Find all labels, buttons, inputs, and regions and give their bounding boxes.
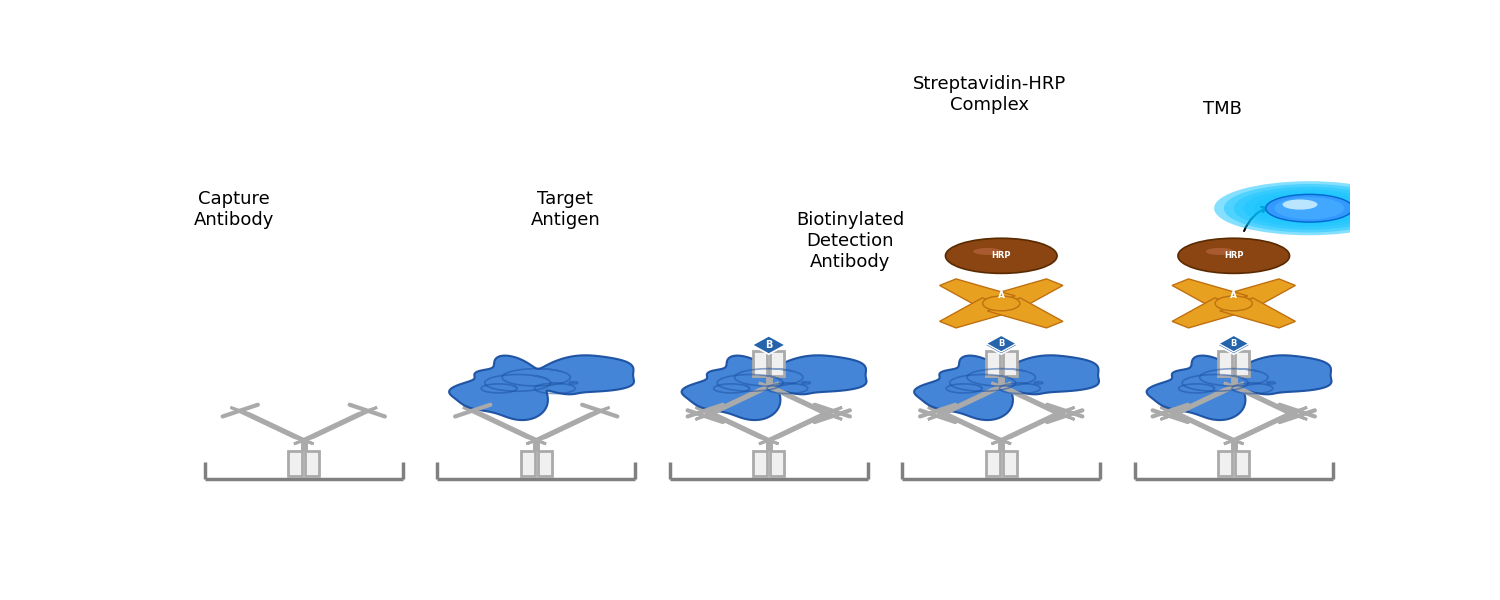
FancyBboxPatch shape <box>1236 350 1250 376</box>
Ellipse shape <box>1252 192 1365 224</box>
Polygon shape <box>1146 355 1332 420</box>
Polygon shape <box>696 407 778 444</box>
FancyBboxPatch shape <box>753 350 766 376</box>
Polygon shape <box>928 383 1011 419</box>
Polygon shape <box>464 407 546 444</box>
Polygon shape <box>987 298 1064 328</box>
FancyBboxPatch shape <box>986 350 999 376</box>
Polygon shape <box>1220 298 1296 328</box>
Ellipse shape <box>1214 181 1404 235</box>
Polygon shape <box>986 335 1017 352</box>
Text: B: B <box>998 340 1005 350</box>
Ellipse shape <box>1224 184 1395 232</box>
Ellipse shape <box>1263 195 1356 221</box>
Polygon shape <box>752 336 786 354</box>
Polygon shape <box>1224 383 1306 419</box>
FancyBboxPatch shape <box>771 350 784 376</box>
Polygon shape <box>1161 383 1244 419</box>
Polygon shape <box>526 407 609 444</box>
Polygon shape <box>1172 279 1248 309</box>
Ellipse shape <box>1282 199 1317 209</box>
Text: B: B <box>1230 340 1238 350</box>
Ellipse shape <box>945 238 1058 274</box>
Polygon shape <box>1161 407 1244 444</box>
Text: Target
Antigen: Target Antigen <box>531 190 600 229</box>
Polygon shape <box>448 355 634 420</box>
FancyBboxPatch shape <box>306 451 320 476</box>
FancyBboxPatch shape <box>1218 350 1231 376</box>
Polygon shape <box>1220 279 1296 309</box>
FancyBboxPatch shape <box>753 451 766 476</box>
Polygon shape <box>759 383 842 419</box>
Text: Biotinylated
Detection
Antibody: Biotinylated Detection Antibody <box>796 211 904 271</box>
Ellipse shape <box>974 248 1002 255</box>
Polygon shape <box>294 407 376 444</box>
Text: Streptavidin-HRP
Complex: Streptavidin-HRP Complex <box>914 75 1066 113</box>
Ellipse shape <box>1206 248 1233 255</box>
Ellipse shape <box>1233 187 1385 230</box>
Text: B: B <box>1230 339 1238 348</box>
Circle shape <box>1215 296 1252 311</box>
Polygon shape <box>987 279 1064 309</box>
Polygon shape <box>992 383 1074 419</box>
FancyBboxPatch shape <box>1004 350 1017 376</box>
Ellipse shape <box>1266 194 1353 222</box>
FancyBboxPatch shape <box>1004 451 1017 476</box>
FancyBboxPatch shape <box>1218 451 1231 476</box>
Polygon shape <box>914 355 1100 420</box>
Polygon shape <box>1218 335 1249 352</box>
FancyBboxPatch shape <box>1236 451 1250 476</box>
Ellipse shape <box>1178 238 1290 274</box>
Polygon shape <box>939 279 1016 309</box>
Text: A: A <box>998 292 1005 301</box>
Polygon shape <box>681 355 867 420</box>
Text: HRP: HRP <box>992 251 1011 260</box>
Polygon shape <box>939 298 1016 328</box>
Polygon shape <box>696 383 778 419</box>
FancyBboxPatch shape <box>771 451 784 476</box>
Polygon shape <box>1224 407 1306 444</box>
Polygon shape <box>1172 298 1248 328</box>
Text: TMB: TMB <box>1203 100 1242 118</box>
Text: Capture
Antibody: Capture Antibody <box>194 190 274 229</box>
Polygon shape <box>1216 336 1251 354</box>
Ellipse shape <box>1244 190 1376 227</box>
Text: A: A <box>1230 292 1238 301</box>
FancyBboxPatch shape <box>986 451 999 476</box>
Ellipse shape <box>1275 197 1344 220</box>
FancyBboxPatch shape <box>538 451 552 476</box>
FancyBboxPatch shape <box>288 451 302 476</box>
Polygon shape <box>992 407 1074 444</box>
Circle shape <box>982 296 1020 311</box>
Text: HRP: HRP <box>1224 251 1244 260</box>
Polygon shape <box>231 407 314 444</box>
Polygon shape <box>928 407 1011 444</box>
Text: B: B <box>998 339 1005 348</box>
Polygon shape <box>984 336 1018 354</box>
FancyBboxPatch shape <box>520 451 534 476</box>
Text: B: B <box>765 340 772 350</box>
Polygon shape <box>759 407 842 444</box>
